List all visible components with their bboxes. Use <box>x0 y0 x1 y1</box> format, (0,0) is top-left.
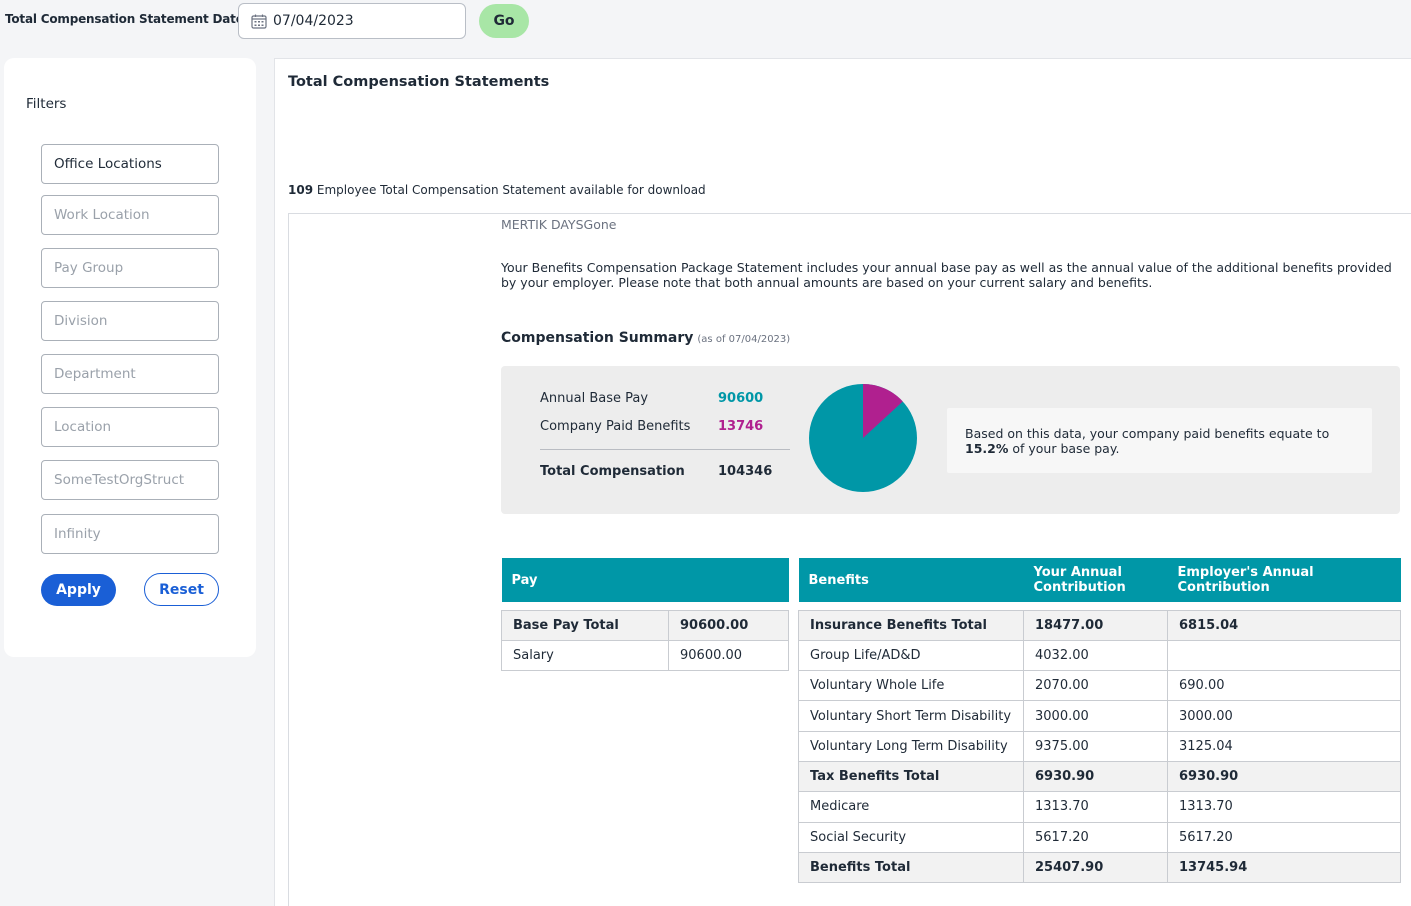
filter-location[interactable]: Location <box>41 407 219 447</box>
filter-sometestorgstruct[interactable]: SomeTestOrgStruct <box>41 460 219 500</box>
table-row: Group Life/AD&D 4032.00 <box>798 639 1401 672</box>
filter-work-location[interactable]: Work Location <box>41 195 219 235</box>
your-contribution-cell: 6930.90 <box>1023 760 1168 793</box>
table-row: Salary 90600.00 <box>501 639 789 671</box>
employer-contribution-cell: 13745.94 <box>1167 851 1401 884</box>
your-contribution-cell: 9375.00 <box>1023 730 1168 762</box>
table-row: Benefits Total 25407.90 13745.94 <box>798 851 1401 884</box>
your-contribution-cell: 2070.00 <box>1023 670 1168 702</box>
pay-table: Pay Base Pay Total 90600.00 Salary 90600… <box>501 558 789 671</box>
pay-row-value: 90600.00 <box>668 609 789 641</box>
summary-title-text: Compensation Summary <box>501 330 694 346</box>
table-row: Voluntary Short Term Disability 3000.00 30… <box>798 700 1401 732</box>
note-suffix: of your base pay. <box>1012 441 1120 456</box>
table-row: Insurance Benefits Total 18477.00 6815.04 <box>798 609 1401 641</box>
benefit-name-cell: Voluntary Long Term Disability <box>798 730 1024 762</box>
employer-contribution-cell: 5617.20 <box>1167 821 1401 853</box>
benefits-ratio-note: Based on this data, your company paid be… <box>947 408 1372 473</box>
table-row: Tax Benefits Total 6930.90 6930.90 <box>798 760 1401 793</box>
benefit-name-cell: Benefits Total <box>798 851 1024 884</box>
employer-contribution-cell: 1313.70 <box>1167 791 1401 823</box>
statement-date-input[interactable]: 07/04/2023 <box>238 3 466 39</box>
summary-title: Compensation Summary (as of 07/04/2023) <box>501 330 790 346</box>
employer-contribution-cell <box>1167 639 1401 672</box>
benefits-table: Benefits Your Annual Contribution Employ… <box>798 558 1401 884</box>
table-row: Base Pay Total 90600.00 <box>501 609 789 641</box>
note-prefix: Based on this data, your company paid be… <box>965 426 1330 441</box>
annual-base-pay-value: 90600 <box>718 391 764 406</box>
benefit-name-cell: Medicare <box>798 791 1024 823</box>
table-row: Voluntary Long Term Disability 9375.00 312… <box>798 730 1401 762</box>
filters-panel: Filters Office Locations Work Location P… <box>4 58 256 657</box>
main-panel: Total Compensation Statements 109 Employ… <box>274 58 1411 906</box>
summary-divider <box>540 449 790 450</box>
employer-contribution-cell: 6815.04 <box>1167 609 1401 641</box>
pie-slice-benefits <box>863 384 903 438</box>
total-comp-label: Total Compensation <box>540 464 685 479</box>
employer-contribution-cell: 690.00 <box>1167 670 1401 702</box>
employer-contribution-cell: 3125.04 <box>1167 730 1401 762</box>
benefit-name-cell: Voluntary Short Term Disability <box>798 700 1024 732</box>
filter-pay-group[interactable]: Pay Group <box>41 248 219 288</box>
your-contribution-cell: 3000.00 <box>1023 700 1168 732</box>
your-contribution-header: Your Annual Contribution <box>1023 558 1168 602</box>
employer-contribution-cell: 3000.00 <box>1167 700 1401 732</box>
your-contribution-cell: 5617.20 <box>1023 821 1168 853</box>
filter-division[interactable]: Division <box>41 301 219 341</box>
benefit-name-cell: Tax Benefits Total <box>798 760 1024 793</box>
company-benefits-value: 13746 <box>718 419 764 434</box>
filter-department[interactable]: Department <box>41 354 219 394</box>
statement-preview: MERTIK DAYSGone Your Benefits Compensati… <box>288 213 1411 906</box>
apply-button[interactable]: Apply <box>41 574 116 606</box>
benefit-name-cell: Voluntary Whole Life <box>798 670 1024 702</box>
your-contribution-cell: 1313.70 <box>1023 791 1168 823</box>
compensation-pie-chart <box>809 384 917 492</box>
statement-date-label: Total Compensation Statement Date <box>5 12 244 26</box>
available-count-text: 109 Employee Total Compensation Statemen… <box>288 183 706 197</box>
pay-row-label: Salary <box>501 639 669 671</box>
filter-office-locations[interactable]: Office Locations <box>41 144 219 184</box>
table-row: Voluntary Whole Life 2070.00 690.00 <box>798 670 1401 702</box>
filters-title: Filters <box>26 96 67 112</box>
intro-text: Your Benefits Compensation Package State… <box>501 260 1392 290</box>
company-benefits-label: Company Paid Benefits <box>540 419 691 434</box>
benefit-name-cell: Insurance Benefits Total <box>798 609 1024 641</box>
pay-row-value: 90600.00 <box>668 639 789 671</box>
statement-date-value: 07/04/2023 <box>273 13 354 29</box>
employee-name: MERTIK DAYSGone <box>501 217 617 232</box>
annual-base-pay-label: Annual Base Pay <box>540 391 649 406</box>
available-text: Employee Total Compensation Statement av… <box>316 183 706 197</box>
reset-button[interactable]: Reset <box>144 573 219 606</box>
your-contribution-cell: 18477.00 <box>1023 609 1168 641</box>
your-contribution-cell: 4032.00 <box>1023 639 1168 672</box>
filter-infinity[interactable]: Infinity <box>41 514 219 554</box>
summary-box: Annual Base Pay 90600 Company Paid Benef… <box>501 366 1400 514</box>
employer-contribution-cell: 6930.90 <box>1167 760 1401 793</box>
pay-table-header: Pay <box>501 558 789 602</box>
pay-row-label: Base Pay Total <box>501 609 669 641</box>
benefits-header: Benefits <box>798 558 1024 602</box>
benefit-name-cell: Social Security <box>798 821 1024 853</box>
employer-contribution-header: Employer's Annual Contribution <box>1167 558 1401 602</box>
page-title: Total Compensation Statements <box>288 74 550 90</box>
table-row: Medicare 1313.70 1313.70 <box>798 791 1401 823</box>
total-comp-value: 104346 <box>718 464 773 479</box>
note-percentage: 15.2% <box>965 441 1009 456</box>
table-row: Social Security 5617.20 5617.20 <box>798 821 1401 853</box>
benefit-name-cell: Group Life/AD&D <box>798 639 1024 672</box>
summary-asof: (as of 07/04/2023) <box>697 334 791 345</box>
your-contribution-cell: 25407.90 <box>1023 851 1168 884</box>
available-count: 109 <box>288 183 314 197</box>
calendar-icon <box>251 14 267 29</box>
divider <box>288 213 1411 214</box>
go-button[interactable]: Go <box>479 4 529 38</box>
